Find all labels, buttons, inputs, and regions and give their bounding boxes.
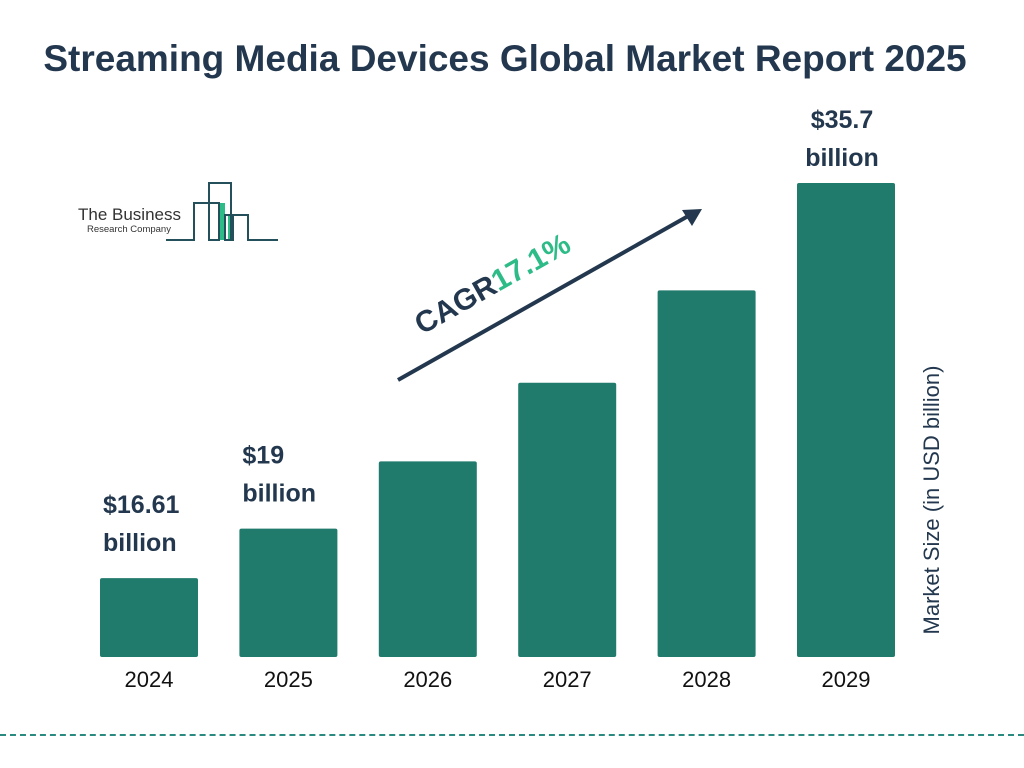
arrowhead-icon (682, 209, 702, 226)
x-tick-label: 2028 (682, 667, 731, 692)
data-label: $19 (242, 442, 284, 470)
data-label: billion (242, 480, 316, 508)
data-label: $16.61 (103, 491, 180, 519)
logo-line2: Research Company (87, 224, 171, 235)
logo-buildings-icon (166, 182, 278, 241)
x-tick-label: 2026 (403, 667, 452, 692)
divider-line (0, 734, 1024, 736)
bar-2025 (239, 528, 338, 657)
data-label: $35.7 (811, 106, 874, 134)
x-tick-label: 2029 (822, 667, 871, 692)
x-tick-label: 2027 (543, 667, 592, 692)
y-axis-label: Market Size (in USD billion) (919, 365, 944, 635)
cagr-arrow (397, 209, 702, 382)
chart-title: Streaming Media Devices Global Market Re… (43, 38, 967, 79)
bar-2026 (378, 461, 477, 657)
x-tick-label: 2025 (264, 667, 313, 692)
bar-2028 (657, 290, 756, 657)
logo: The Business Research Company (78, 182, 288, 244)
data-label: billion (103, 529, 177, 557)
data-label: billion (805, 144, 879, 172)
bar-2029 (797, 183, 895, 657)
logo-line1: The Business (78, 205, 181, 224)
bar-2024 (100, 578, 198, 657)
bar-2027 (518, 382, 617, 657)
x-tick-label: 2024 (125, 667, 174, 692)
